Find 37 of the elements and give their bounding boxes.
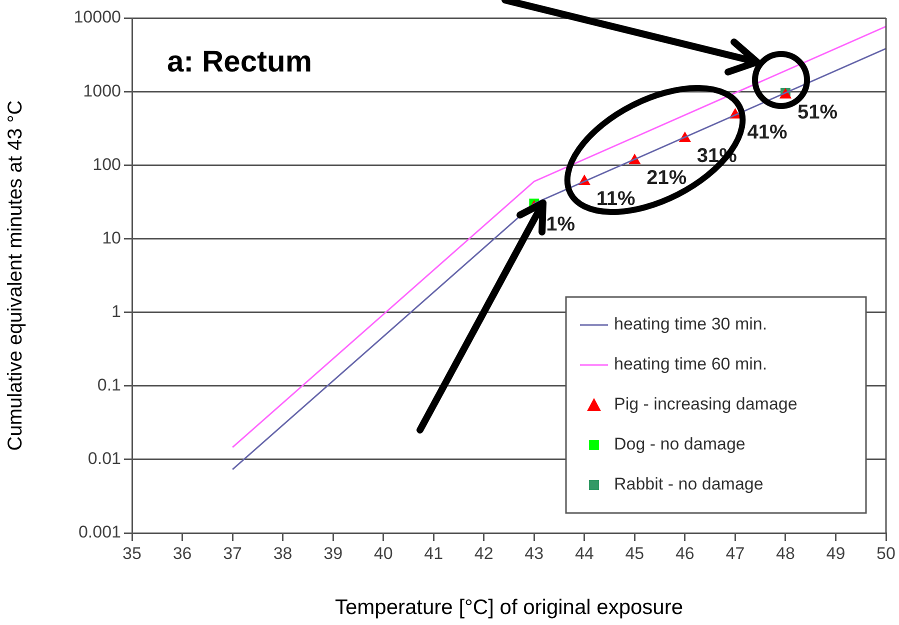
x-tick-label: 43 [524, 544, 544, 563]
annotation: 11% [596, 188, 636, 210]
legend-label: Rabbit - no damage [614, 474, 764, 494]
legend-label: Pig - increasing damage [614, 394, 798, 414]
x-tick-label: 49 [826, 544, 846, 563]
x-tick-label: 46 [675, 544, 694, 563]
x-tick-label: 37 [223, 544, 242, 563]
x-axis-title: Temperature [°C] of original exposure [334, 596, 684, 620]
y-tick-label: 0.1 [97, 376, 121, 395]
y-tick-label: 0.001 [78, 522, 121, 542]
x-tick-label: 35 [122, 544, 142, 563]
y-tick-label: 10000 [74, 8, 121, 27]
x-tick-label: 38 [273, 544, 292, 563]
annotation: 21% [646, 167, 687, 190]
x-tick-label: 50 [876, 544, 896, 563]
y-tick-label: 100 [92, 154, 121, 174]
x-tick-label: 47 [726, 544, 745, 563]
x-tick-label: 40 [374, 544, 393, 563]
x-tick-label: 42 [474, 544, 494, 563]
y-axis-title: Cumulative equivalent minutes at 43 °C [4, 100, 27, 451]
legend-label: Dog - no damage [614, 434, 746, 454]
legend-label: heating time 30 min. [614, 314, 768, 334]
y-tick-label: 1 [112, 302, 121, 321]
text: a: Rectum [167, 45, 312, 78]
x-tick-label: 48 [776, 544, 795, 563]
x-tick-label: 44 [574, 544, 594, 563]
annotation: 41% [747, 122, 788, 144]
y-tick-label: 10 [102, 228, 121, 248]
annotation: 1% [546, 213, 576, 236]
y-tick-label: 1000 [83, 81, 121, 100]
legend-label: heating time 60 min. [614, 354, 768, 374]
x-tick-label: 41 [424, 544, 444, 563]
annotation: 51% [797, 101, 838, 124]
x-tick-label: 45 [625, 544, 644, 563]
x-tick-label: 39 [324, 544, 343, 563]
y-tick-label: 0.01 [88, 449, 121, 468]
x-tick-label: 36 [172, 544, 192, 563]
